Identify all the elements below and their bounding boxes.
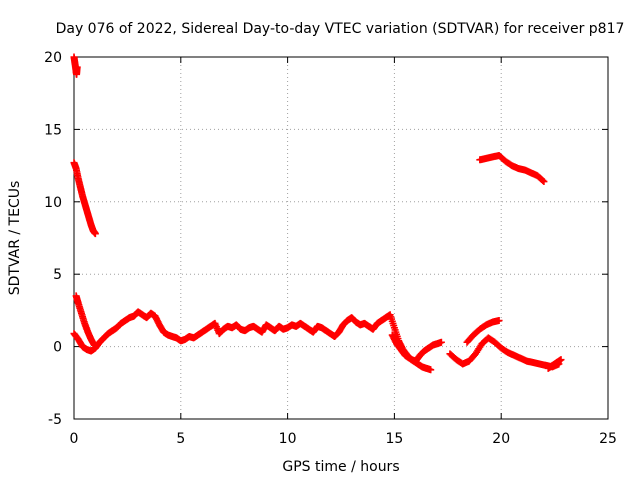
series-trace-late bbox=[446, 334, 563, 371]
data-point bbox=[495, 317, 503, 325]
y-tick-label: 10 bbox=[44, 195, 62, 211]
y-tick-label: 20 bbox=[44, 50, 62, 66]
data-point bbox=[540, 178, 548, 186]
x-tick-label: 5 bbox=[176, 431, 185, 447]
series-branch-15-17 bbox=[388, 331, 435, 374]
series-descending-low bbox=[72, 292, 98, 349]
data-point bbox=[427, 366, 435, 374]
data-points bbox=[70, 53, 565, 374]
data-point bbox=[437, 338, 445, 346]
plot-frame bbox=[73, 56, 609, 420]
x-tick-label: 25 bbox=[599, 431, 617, 447]
x-axis-label: GPS time / hours bbox=[282, 459, 399, 475]
data-point bbox=[73, 63, 81, 71]
x-tick-label: 15 bbox=[385, 431, 403, 447]
data-point bbox=[557, 356, 565, 364]
series-late-high bbox=[476, 151, 548, 186]
series-top-burst bbox=[70, 53, 81, 78]
y-tick-label: -5 bbox=[48, 412, 62, 428]
chart-title: Day 076 of 2022, Sidereal Day-to-day VTE… bbox=[56, 21, 625, 37]
y-tick-label: 15 bbox=[44, 122, 62, 138]
x-tick-label: 20 bbox=[492, 431, 510, 447]
series-main-trace bbox=[70, 308, 445, 365]
series-tail-end bbox=[544, 356, 565, 372]
axis-ticks: 0 5 10 15 20 25 -5 0 5 10 15 20 bbox=[44, 50, 617, 447]
y-tick-label: 0 bbox=[53, 340, 62, 356]
x-tick-label: 10 bbox=[279, 431, 297, 447]
series-branch-18-20 bbox=[463, 317, 503, 346]
y-tick-label: 5 bbox=[53, 267, 62, 283]
x-tick-label: 0 bbox=[70, 431, 79, 447]
data-point bbox=[91, 230, 99, 238]
series-descending-high bbox=[70, 159, 99, 238]
y-axis-label: SDTVAR / TECUs bbox=[7, 181, 23, 296]
data-point bbox=[539, 177, 547, 185]
